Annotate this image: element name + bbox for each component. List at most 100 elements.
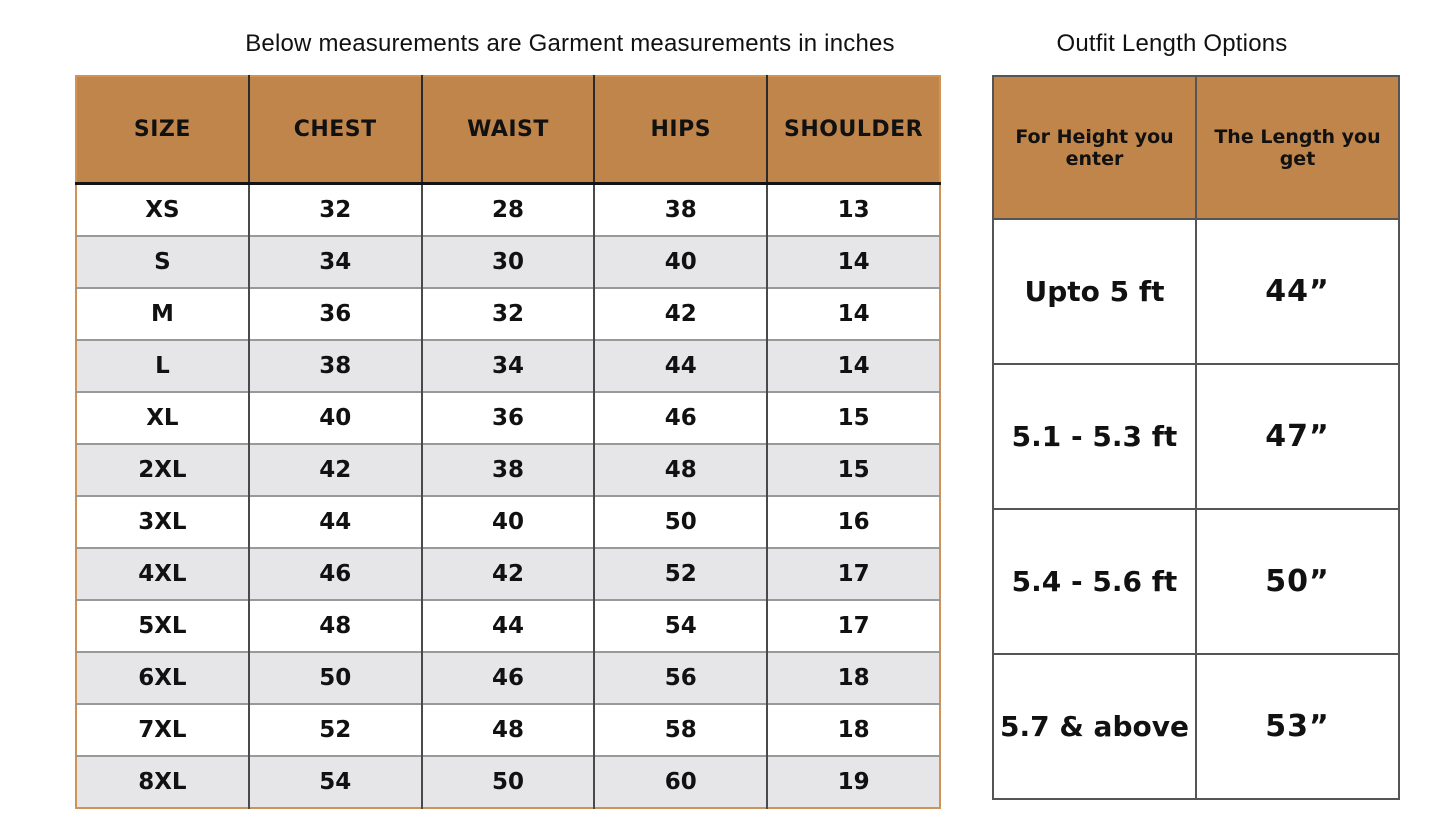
table-cell: 13 — [766, 183, 940, 236]
table-row: Upto 5 ft 44” — [992, 218, 1400, 365]
table-cell: 32 — [420, 287, 595, 340]
table-cell: 56 — [593, 651, 768, 704]
table-cell: 28 — [420, 183, 595, 236]
table-cell: 54 — [593, 599, 768, 652]
garment-table-body: XS 32 28 38 13 S 34 30 40 14 M 36 32 42 14 L 38 34 44 14 XL 4… — [76, 183, 940, 808]
table-cell: 18 — [766, 651, 940, 704]
table-cell: 50” — [1195, 508, 1400, 655]
table-cell: 6XL — [76, 651, 249, 704]
table-row: 5.1 - 5.3 ft 47” — [992, 363, 1400, 510]
table-cell: 8XL — [76, 755, 249, 808]
table-row: 5XL 48 44 54 17 — [76, 599, 940, 652]
header-row: For Height you enter The Length you get — [992, 75, 1400, 220]
table-cell: 34 — [420, 339, 595, 392]
table-cell: 5.7 & above — [992, 653, 1197, 800]
outfit-length-table: For Height you enter The Length you get U… — [992, 75, 1400, 800]
table-cell: 46 — [593, 391, 768, 444]
table-cell: 15 — [766, 391, 940, 444]
table-cell: 44 — [593, 339, 768, 392]
table-cell: 17 — [766, 599, 940, 652]
table-cell: 50 — [593, 495, 768, 548]
table-row: 3XL 44 40 50 16 — [76, 495, 940, 548]
table-cell: 32 — [247, 183, 422, 236]
column-header: For Height you enter — [992, 75, 1197, 220]
length-table-header: For Height you enter The Length you get — [992, 75, 1400, 220]
table-cell: 16 — [766, 495, 940, 548]
table-cell: 4XL — [76, 547, 249, 600]
table-cell: L — [76, 339, 249, 392]
table-cell: 14 — [766, 339, 940, 392]
table-cell: 19 — [766, 755, 940, 808]
table-cell: 38 — [247, 339, 422, 392]
table-cell: XS — [76, 183, 249, 236]
table-cell: 48 — [420, 703, 595, 756]
length-table-title: Outfit Length Options — [1056, 30, 1288, 57]
table-row: 8XL 54 50 60 19 — [76, 755, 940, 808]
table-cell: S — [76, 235, 249, 288]
table-cell: 34 — [247, 235, 422, 288]
table-row: 5.4 - 5.6 ft 50” — [992, 508, 1400, 655]
table-cell: 7XL — [76, 703, 249, 756]
length-table-body: Upto 5 ft 44” 5.1 - 5.3 ft 47” 5.4 - 5.6 ft 5… — [992, 218, 1400, 800]
header-row: SIZE CHEST WAIST HIPS SHOULDER — [76, 76, 940, 185]
table-cell: 40 — [420, 495, 595, 548]
column-header: HIPS — [593, 76, 768, 185]
table-cell: 50 — [420, 755, 595, 808]
table-row: XL 40 36 46 15 — [76, 391, 940, 444]
table-cell: 42 — [420, 547, 595, 600]
table-row: 5.7 & above 53” — [992, 653, 1400, 800]
table-cell: 38 — [593, 183, 768, 236]
table-row: M 36 32 42 14 — [76, 287, 940, 340]
table-cell: 52 — [247, 703, 422, 756]
table-cell: 15 — [766, 443, 940, 496]
garment-table-title: Below measurements are Garment measureme… — [245, 30, 895, 57]
table-cell: 44 — [247, 495, 422, 548]
table-row: 2XL 42 38 48 15 — [76, 443, 940, 496]
table-cell: 52 — [593, 547, 768, 600]
garment-table-header: SIZE CHEST WAIST HIPS SHOULDER — [76, 76, 940, 185]
table-cell: 38 — [420, 443, 595, 496]
table-cell: 5.4 - 5.6 ft — [992, 508, 1197, 655]
table-cell: 47” — [1195, 363, 1400, 510]
table-cell: 14 — [766, 235, 940, 288]
table-cell: 44” — [1195, 218, 1400, 365]
table-cell: 58 — [593, 703, 768, 756]
column-header: WAIST — [420, 76, 595, 185]
table-cell: 48 — [247, 599, 422, 652]
garment-measurements-table: SIZE CHEST WAIST HIPS SHOULDER XS 32 28 38 13 S 34… — [75, 75, 941, 809]
table-row: S 34 30 40 14 — [76, 235, 940, 288]
table-cell: 36 — [247, 287, 422, 340]
table-cell: 48 — [593, 443, 768, 496]
table-cell: 60 — [593, 755, 768, 808]
table-row: 6XL 50 46 56 18 — [76, 651, 940, 704]
table-cell: 36 — [420, 391, 595, 444]
table-cell: 30 — [420, 235, 595, 288]
column-header: SHOULDER — [766, 76, 940, 185]
table-row: L 38 34 44 14 — [76, 339, 940, 392]
table-cell: 17 — [766, 547, 940, 600]
table-cell: 18 — [766, 703, 940, 756]
table-cell: 40 — [593, 235, 768, 288]
table-cell: 44 — [420, 599, 595, 652]
table-cell: 40 — [247, 391, 422, 444]
table-cell: 42 — [593, 287, 768, 340]
table-cell: 2XL — [76, 443, 249, 496]
table-cell: M — [76, 287, 249, 340]
table-row: 4XL 46 42 52 17 — [76, 547, 940, 600]
table-row: 7XL 52 48 58 18 — [76, 703, 940, 756]
table-row: XS 32 28 38 13 — [76, 183, 940, 236]
table-cell: 53” — [1195, 653, 1400, 800]
column-header: The Length you get — [1195, 75, 1400, 220]
table-cell: XL — [76, 391, 249, 444]
table-cell: 50 — [247, 651, 422, 704]
column-header: CHEST — [247, 76, 422, 185]
table-cell: 14 — [766, 287, 940, 340]
table-cell: 3XL — [76, 495, 249, 548]
table-cell: 54 — [247, 755, 422, 808]
table-cell: 5XL — [76, 599, 249, 652]
table-cell: Upto 5 ft — [992, 218, 1197, 365]
table-cell: 42 — [247, 443, 422, 496]
table-cell: 46 — [247, 547, 422, 600]
table-cell: 5.1 - 5.3 ft — [992, 363, 1197, 510]
